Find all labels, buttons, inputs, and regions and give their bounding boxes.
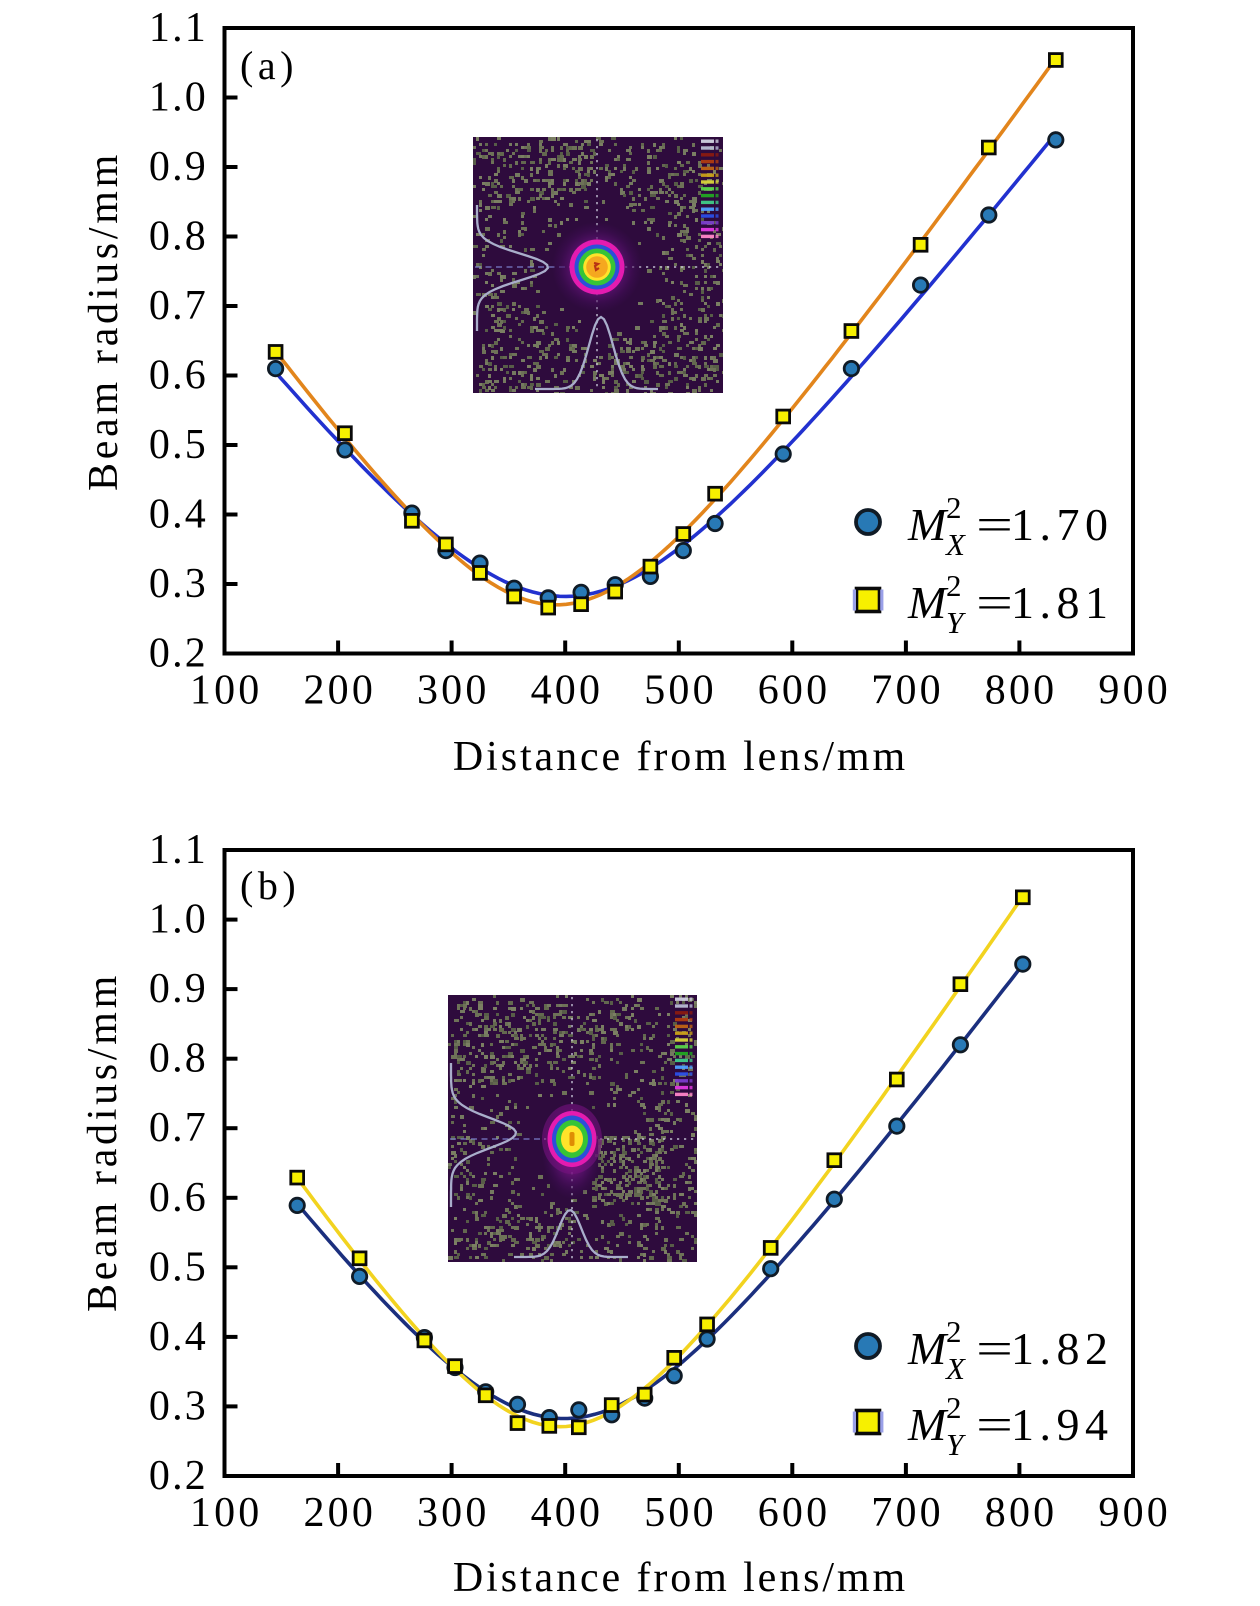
svg-text:600: 600 <box>758 1490 831 1536</box>
svg-text:0.2: 0.2 <box>149 1453 208 1499</box>
svg-text:Beam radius/mm: Beam radius/mm <box>81 151 127 491</box>
svg-text:0.3: 0.3 <box>149 561 208 607</box>
svg-text:1.70: 1.70 <box>1011 499 1114 550</box>
svg-text:0.2: 0.2 <box>149 631 208 677</box>
svg-text:1.1: 1.1 <box>149 827 208 873</box>
svg-text:2: 2 <box>946 568 962 603</box>
svg-text:500: 500 <box>644 668 717 714</box>
svg-text:800: 800 <box>985 668 1058 714</box>
svg-text:0.8: 0.8 <box>149 214 208 260</box>
svg-text:0.3: 0.3 <box>149 1383 208 1429</box>
svg-text:700: 700 <box>871 1490 944 1536</box>
svg-text:2: 2 <box>946 1314 962 1349</box>
svg-text:300: 300 <box>417 1490 490 1536</box>
svg-text:1.94: 1.94 <box>1011 1399 1114 1450</box>
svg-text:0.4: 0.4 <box>149 492 208 538</box>
svg-text:M: M <box>907 1323 949 1374</box>
svg-text:100: 100 <box>190 668 263 714</box>
svg-text:Y: Y <box>946 605 966 640</box>
svg-text:0.6: 0.6 <box>149 353 208 399</box>
svg-text:0.9: 0.9 <box>149 966 208 1012</box>
svg-text:0.7: 0.7 <box>149 1105 208 1151</box>
svg-text:300: 300 <box>417 668 490 714</box>
svg-text:0.5: 0.5 <box>149 422 208 468</box>
svg-text:M: M <box>907 499 949 550</box>
svg-text:1.1: 1.1 <box>149 5 208 51</box>
svg-text:=: = <box>976 1399 1013 1450</box>
svg-text:1.0: 1.0 <box>149 897 208 943</box>
svg-text:500: 500 <box>644 1490 717 1536</box>
svg-text:900: 900 <box>1098 668 1171 714</box>
svg-text:400: 400 <box>531 668 604 714</box>
svg-text:Beam radius/mm: Beam radius/mm <box>80 972 126 1312</box>
svg-text:Distance from lens/mm: Distance from lens/mm <box>453 734 908 780</box>
svg-text:900: 900 <box>1098 1490 1171 1536</box>
svg-text:700: 700 <box>871 668 944 714</box>
svg-text:600: 600 <box>758 668 831 714</box>
svg-text:M: M <box>907 577 949 628</box>
svg-text:1.82: 1.82 <box>1011 1323 1114 1374</box>
svg-text:M: M <box>907 1399 949 1450</box>
svg-text:2: 2 <box>946 490 962 525</box>
svg-text:=: = <box>976 1323 1013 1374</box>
svg-text:X: X <box>944 1351 966 1386</box>
svg-text:0.8: 0.8 <box>149 1036 208 1082</box>
svg-text:(a): (a) <box>240 43 298 88</box>
svg-text:Distance from lens/mm: Distance from lens/mm <box>453 1555 908 1601</box>
svg-text:1.0: 1.0 <box>149 75 208 121</box>
svg-text:200: 200 <box>303 668 376 714</box>
svg-text:=: = <box>976 577 1013 628</box>
svg-text:0.4: 0.4 <box>149 1314 208 1360</box>
svg-text:(b): (b) <box>240 863 300 908</box>
svg-text:1.81: 1.81 <box>1011 577 1114 628</box>
svg-text:200: 200 <box>303 1490 376 1536</box>
svg-text:100: 100 <box>190 1490 263 1536</box>
svg-text:X: X <box>944 527 966 562</box>
svg-text:0.5: 0.5 <box>149 1244 208 1290</box>
svg-text:0.6: 0.6 <box>149 1175 208 1221</box>
svg-text:Y: Y <box>946 1427 966 1462</box>
svg-text:0.7: 0.7 <box>149 283 208 329</box>
svg-text:0.9: 0.9 <box>149 144 208 190</box>
svg-text:=: = <box>976 499 1013 550</box>
svg-text:2: 2 <box>946 1390 962 1425</box>
svg-text:400: 400 <box>531 1490 604 1536</box>
svg-text:800: 800 <box>985 1490 1058 1536</box>
